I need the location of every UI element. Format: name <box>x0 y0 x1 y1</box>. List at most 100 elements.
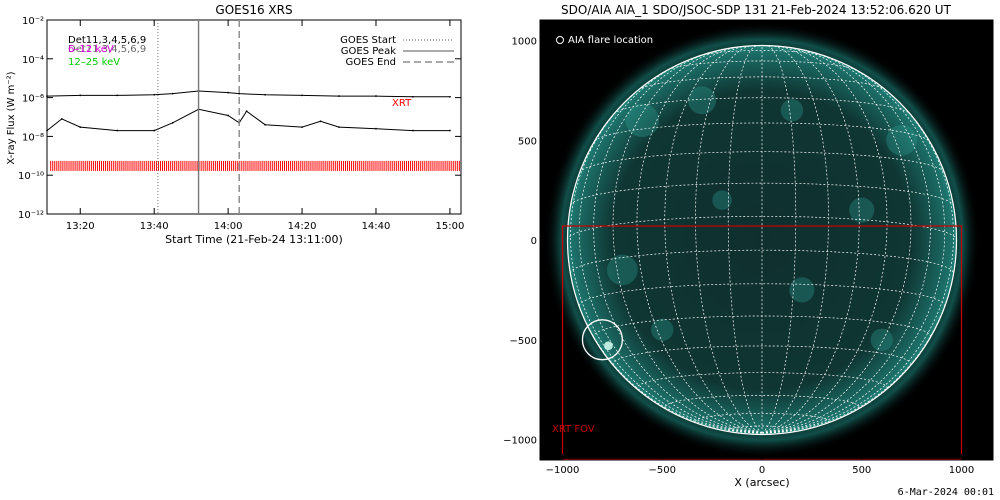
aia-title: SDO/AIA AIA_1 SDO/JSOC-SDP 131 21-Feb-20… <box>561 3 952 17</box>
goes-data-point <box>375 95 377 97</box>
latitude-line <box>594 122 930 142</box>
legend-6-12kev: 6–12 keV <box>68 44 114 55</box>
aia-image-panel: SDO/AIA AIA_1 SDO/JSOC-SDP 131 21-Feb-20… <box>503 3 994 489</box>
latitude-line <box>578 283 946 307</box>
latitude-line <box>667 60 857 71</box>
active-region <box>606 254 638 286</box>
goes-data-point <box>79 94 82 97</box>
goes-data-point <box>301 126 303 129</box>
goes-xtick-label: 14:20 <box>288 221 317 232</box>
goes-data-point <box>338 126 340 129</box>
goes-data-point <box>227 114 230 117</box>
goes-ytick-label: 10⁻⁴ <box>22 55 44 66</box>
aia-xtick-label: −1000 <box>546 465 580 476</box>
longitude-line <box>612 47 763 434</box>
goes-data-point <box>171 92 174 95</box>
goes-data-point <box>79 126 82 129</box>
goes-data-point <box>449 129 451 132</box>
longitude-line <box>761 50 931 434</box>
longitude-line <box>761 45 829 434</box>
goes-xtick-label: 13:40 <box>140 221 169 232</box>
goes-ytick-label: 10⁻⁸ <box>22 132 44 143</box>
aia-axes: −1000 −500 0 500 1000 −1000 −500 0 500 1000 <box>503 37 974 477</box>
goes-xtick-label: 13:20 <box>66 221 95 232</box>
goes-data-point <box>319 120 322 123</box>
aia-xtick-label: 1000 <box>949 465 974 476</box>
solar-limb <box>566 44 958 436</box>
goes-series-line <box>46 108 450 132</box>
legend-12-25kev: 12–25 keV <box>68 57 120 68</box>
goes-xtick-label: 14:40 <box>362 221 391 232</box>
goes-ytick-label: 10⁻¹² <box>18 210 44 221</box>
active-region <box>780 99 804 122</box>
goes-data-point <box>116 129 119 132</box>
goes-data-point <box>153 129 156 132</box>
goes-event-markers <box>157 20 240 214</box>
aia-ytick-label: 0 <box>531 236 537 247</box>
aia-ytick-label: −1000 <box>503 436 537 447</box>
goes-ytick-label: 10⁻² <box>22 16 44 27</box>
goes-data-point <box>171 121 174 124</box>
aia-xtick-label: 0 <box>759 465 765 476</box>
xrt-label: XRT <box>392 98 412 109</box>
aia-xtick-label: 500 <box>852 465 871 476</box>
longitude-line <box>593 50 763 434</box>
goes-data-point <box>412 129 414 132</box>
active-region <box>651 318 674 341</box>
latitude-line <box>567 215 957 241</box>
longitude-line <box>664 45 763 434</box>
legend-goes-peak: GOES Peak <box>341 46 396 57</box>
flare-location-marker <box>581 319 623 361</box>
goes-ytick-label: 10⁻¹⁰ <box>18 171 44 182</box>
goes-data-point <box>60 117 63 120</box>
goes-xtick-label: 14:00 <box>214 221 243 232</box>
goes-data-point <box>46 95 48 97</box>
latitude-line <box>570 182 954 206</box>
active-region <box>789 277 815 303</box>
active-region <box>849 197 875 223</box>
goes-data-point <box>227 91 230 94</box>
goes-data-point <box>449 95 451 98</box>
longitude-line <box>695 45 763 434</box>
goes-data-point <box>153 93 156 96</box>
footer-timestamp: 6-Mar-2024 00:01 <box>897 487 994 498</box>
xrt-coverage-bars <box>50 160 460 171</box>
goes-data-point <box>238 92 241 95</box>
longitude-line <box>636 47 763 434</box>
legend-det: Det11,3,4,5,6,9 <box>68 35 146 46</box>
goes-axes: 10⁻¹² 10⁻¹⁰ 10⁻⁸ 10⁻⁶ 10⁻⁴ 10⁻² 13:20 13:40 14:0… <box>18 16 464 232</box>
longitude-line <box>761 47 888 434</box>
aia-ytick-label: 500 <box>518 136 537 147</box>
latitude-line <box>695 412 829 425</box>
legend-goes-end: GOES End <box>346 57 396 68</box>
active-region <box>886 124 918 156</box>
longitude-line <box>761 81 954 434</box>
aia-xtick-label: −500 <box>649 465 676 476</box>
longitude-line <box>761 47 912 434</box>
active-regions <box>606 86 918 351</box>
active-region <box>870 328 893 351</box>
goes-data-point <box>412 95 414 98</box>
goes-data-point <box>46 129 48 132</box>
active-region <box>712 190 732 210</box>
goes-data-point <box>375 127 377 130</box>
aia-ytick-label: 1000 <box>512 37 537 48</box>
latitude-line <box>612 345 912 366</box>
latitude-line <box>664 394 860 411</box>
goes-data-point <box>245 110 248 113</box>
active-region <box>688 86 717 115</box>
goes-title: GOES16 XRS <box>215 3 292 17</box>
aia-xlabel: X (arcsec) <box>734 476 789 489</box>
aia-ytick-label: −500 <box>510 336 537 347</box>
goes-xtick-label: 15:00 <box>435 221 464 232</box>
heliographic-grid <box>567 45 957 434</box>
flare-bright-kernel <box>603 341 613 351</box>
goes-xlabel: Start Time (21-Feb-24 13:11:00) <box>165 233 343 246</box>
longitude-line <box>761 56 946 434</box>
legend-det-overlay: Det11,3,4,5,6,9 <box>68 44 146 55</box>
aia-legend: AIA flare location <box>568 35 653 46</box>
goes-xrs-panel: GOES16 XRS 10⁻¹² 10⁻¹⁰ 10⁻⁸ 10⁻⁶ 10⁻⁴ 10⁻² 13:… <box>6 3 464 246</box>
longitude-line <box>761 45 860 434</box>
goes-data-point <box>301 94 303 97</box>
goes-data-point <box>338 95 340 97</box>
